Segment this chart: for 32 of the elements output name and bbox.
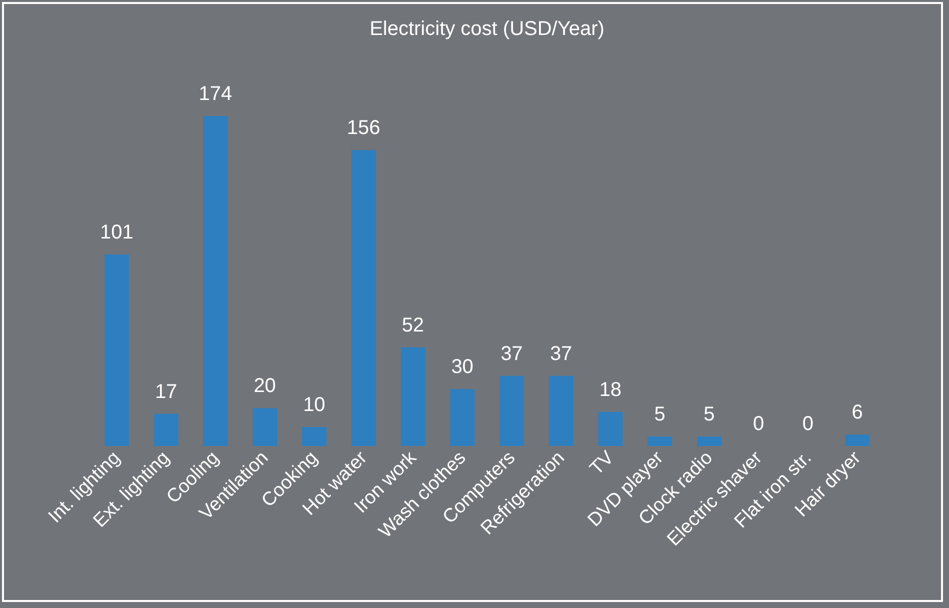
bar [400, 347, 426, 446]
data-label: 5 [704, 404, 715, 426]
data-label: 18 [599, 378, 622, 401]
bar [302, 427, 326, 446]
bar [499, 376, 524, 446]
x-tick-label: TV [586, 447, 618, 480]
data-label: 37 [500, 342, 523, 365]
data-label: 37 [550, 342, 572, 365]
bar [845, 434, 870, 446]
bar [548, 376, 574, 446]
bar [450, 389, 475, 446]
data-label: 10 [303, 394, 326, 416]
data-label: 30 [451, 356, 474, 378]
bar [696, 436, 722, 446]
bar [598, 412, 623, 446]
data-label: 101 [100, 221, 134, 244]
bar [648, 436, 672, 446]
data-label: 0 [802, 413, 814, 435]
data-label: 0 [753, 413, 764, 435]
bar [104, 254, 129, 446]
bar [252, 408, 278, 446]
data-label: 5 [654, 404, 666, 426]
bar [154, 414, 178, 446]
data-label: 17 [154, 380, 178, 403]
data-label: 156 [346, 117, 380, 140]
data-label: 52 [402, 314, 424, 336]
data-label: 6 [852, 402, 863, 424]
data-label: 20 [254, 375, 276, 398]
chart-title: Electricity cost (USD/Year) [370, 18, 604, 40]
bar [203, 116, 228, 446]
bar [351, 150, 376, 446]
data-label: 174 [198, 83, 232, 105]
